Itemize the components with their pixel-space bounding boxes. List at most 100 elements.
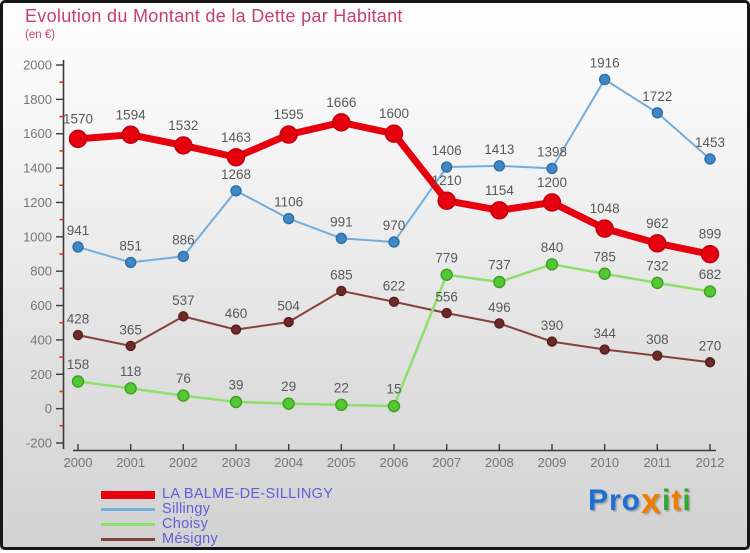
data-point-marker [387, 399, 401, 413]
data-point-marker [283, 316, 294, 328]
data-point-label: 732 [646, 258, 669, 273]
data-point-label: 1532 [168, 118, 198, 133]
data-point-marker [493, 160, 506, 172]
data-point-label: 1722 [642, 89, 672, 104]
data-point-marker [437, 191, 456, 210]
data-point-label: 682 [699, 267, 722, 282]
y-axis-tick-label: 800 [30, 264, 52, 279]
data-point-marker [388, 296, 400, 307]
data-point-marker [599, 344, 610, 355]
legend-label: Choisy [162, 516, 209, 532]
data-point-label: 1154 [485, 183, 515, 198]
logo-letter: t [671, 484, 683, 517]
data-point-label: 941 [67, 223, 90, 238]
data-point-label: 1666 [326, 95, 356, 110]
data-point-marker [174, 136, 193, 155]
data-point-label: 970 [383, 218, 406, 233]
data-point-label: 1600 [379, 106, 409, 121]
data-point-label: 886 [172, 232, 195, 247]
x-axis-tick-label: 2003 [222, 455, 251, 470]
data-point-label: 39 [228, 377, 243, 392]
data-point-label: 1106 [274, 195, 303, 210]
data-point-label: 270 [699, 339, 722, 354]
legend-label: Sillingy [162, 501, 211, 517]
data-point-marker [700, 244, 720, 264]
data-point-label: 1413 [484, 142, 514, 157]
data-point-label: 344 [593, 326, 616, 341]
data-point-label: 390 [541, 318, 564, 333]
data-point-marker [125, 340, 136, 352]
data-point-marker [494, 318, 505, 329]
data-point-marker [124, 382, 137, 395]
y-axis-tick-label: 0 [45, 401, 52, 416]
x-axis-tick-label: 2006 [380, 455, 409, 470]
data-point-marker [651, 107, 664, 119]
logo-letter: Pro [588, 484, 642, 517]
data-point-marker [651, 276, 664, 290]
data-point-marker [704, 153, 716, 165]
y-axis-tick-label: 200 [30, 367, 52, 382]
data-point-label: 622 [383, 278, 406, 293]
data-point-marker [598, 73, 611, 86]
y-axis-tick-label: 1800 [23, 92, 52, 107]
data-point-marker [546, 336, 558, 347]
data-point-marker [493, 275, 506, 289]
data-point-marker [124, 256, 137, 269]
data-point-label: 504 [277, 299, 300, 314]
data-point-label: 1200 [537, 175, 567, 190]
x-axis-tick-label: 2010 [590, 455, 619, 470]
data-point-marker [279, 125, 298, 144]
data-point-label: 1594 [116, 107, 147, 122]
data-point-marker [68, 129, 88, 149]
data-point-label: 365 [119, 322, 142, 337]
y-axis-tick-label: -200 [26, 436, 52, 451]
logo-letter: i [682, 484, 692, 517]
x-axis-tick-label: 2000 [64, 455, 93, 470]
legend-item-LA BALME-DE-SILLINGY: LA BALME-DE-SILLINGY [101, 487, 333, 502]
data-point-marker [282, 212, 295, 225]
data-point-marker [545, 258, 559, 271]
y-axis-tick-label: 600 [30, 298, 52, 313]
data-point-label: 556 [435, 290, 458, 305]
y-axis-tick-label: 1600 [23, 126, 52, 141]
data-point-label: 1406 [432, 143, 462, 158]
data-point-label: 428 [67, 312, 90, 327]
data-point-label: 537 [172, 293, 195, 308]
data-point-label: 22 [334, 380, 349, 395]
data-point-label: 1453 [695, 135, 725, 150]
data-point-marker [177, 250, 190, 263]
data-point-marker [332, 113, 351, 132]
data-point-marker [177, 389, 190, 402]
legend-item-Mésigny: Mésigny [101, 532, 333, 547]
legend-swatch [101, 523, 155, 526]
data-point-label: 1463 [221, 130, 251, 145]
data-point-label: 991 [330, 214, 353, 229]
data-point-marker [121, 125, 140, 144]
data-point-label: 737 [488, 258, 511, 273]
data-point-marker [440, 268, 453, 281]
y-axis-tick-label: 1000 [23, 229, 52, 244]
x-axis-tick-label: 2009 [538, 455, 567, 470]
data-point-marker [229, 395, 243, 409]
data-point-label: 118 [120, 364, 142, 379]
data-point-label: 1398 [537, 144, 567, 159]
y-axis-tick-label: 1400 [23, 161, 52, 176]
data-point-marker [440, 161, 453, 173]
x-axis-tick-label: 2005 [327, 455, 356, 470]
data-point-label: 308 [646, 332, 669, 347]
proxiti-logo: Proxiti [588, 483, 692, 519]
y-axis-tick-label: 400 [30, 332, 52, 347]
x-axis-tick-label: 2004 [274, 455, 303, 470]
y-axis-tick-label: 1200 [23, 195, 52, 210]
chart-title: Evolution du Montant de la Dette par Hab… [25, 6, 403, 26]
data-point-label: 496 [488, 300, 511, 315]
data-point-marker [335, 398, 348, 412]
data-point-marker [704, 357, 716, 368]
data-point-label: 685 [330, 267, 353, 282]
data-point-marker [388, 236, 400, 248]
legend-label: Mésigny [162, 531, 219, 547]
chart-subtitle-unit: (en €) [25, 29, 56, 41]
data-point-marker [230, 324, 242, 335]
x-axis-tick-label: 2008 [485, 455, 514, 470]
